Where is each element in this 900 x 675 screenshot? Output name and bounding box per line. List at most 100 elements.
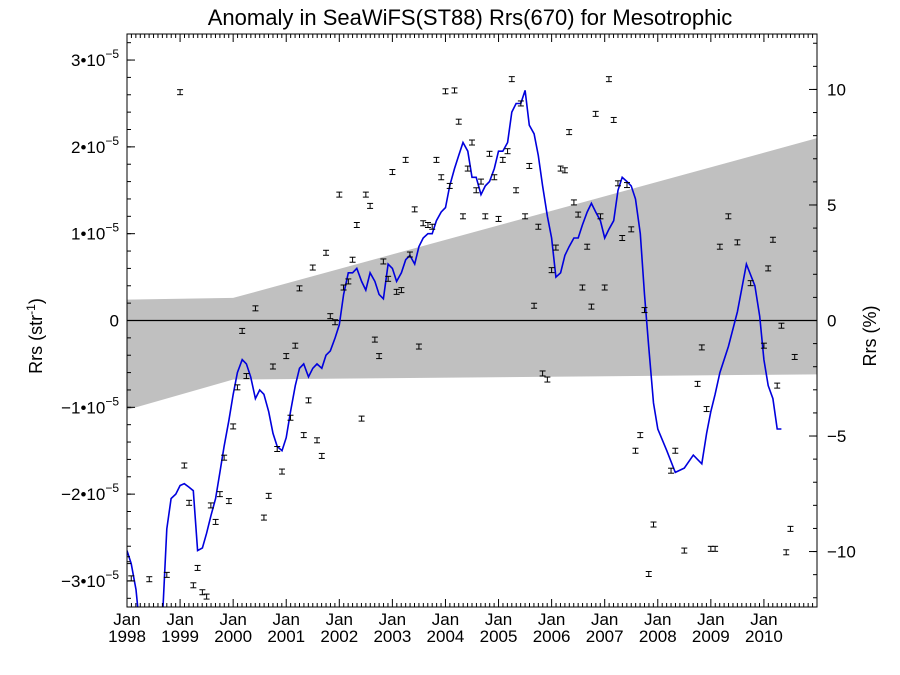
- data-point: [605, 76, 612, 83]
- data-point: [575, 211, 582, 218]
- data-point: [504, 148, 511, 155]
- data-point: [385, 275, 392, 282]
- data-point: [429, 223, 436, 230]
- data-point: [393, 288, 400, 295]
- data-point: [526, 162, 533, 169]
- data-point: [570, 199, 577, 206]
- left-tick-label: 1•10−5: [71, 221, 119, 244]
- x-tick-month-label: Jan: [644, 610, 671, 629]
- x-tick-year-label: 1999: [161, 627, 199, 646]
- trend-band-area: [127, 138, 817, 410]
- data-point: [539, 370, 546, 377]
- data-point: [681, 547, 688, 554]
- data-point: [424, 222, 431, 228]
- data-point: [592, 110, 599, 117]
- data-point: [371, 336, 378, 343]
- data-point: [230, 423, 237, 430]
- data-point: [482, 213, 489, 220]
- data-point: [216, 491, 223, 498]
- data-point: [698, 344, 705, 351]
- data-point: [265, 492, 272, 499]
- x-tick-year-label: 2005: [480, 627, 518, 646]
- data-point: [402, 156, 409, 163]
- trend-band: [127, 138, 817, 410]
- x-tick-year-label: 2003: [373, 627, 411, 646]
- data-point: [491, 174, 498, 181]
- data-point: [406, 251, 413, 258]
- data-point: [760, 342, 767, 349]
- data-point: [774, 382, 781, 389]
- data-point: [336, 191, 343, 198]
- data-point: [579, 284, 586, 291]
- left-tick-label: −2•10−5: [61, 481, 119, 504]
- data-point: [332, 319, 339, 326]
- data-point: [287, 414, 294, 421]
- data-point: [495, 215, 502, 222]
- data-point: [459, 213, 466, 220]
- data-point: [694, 380, 701, 387]
- data-point: [650, 521, 657, 528]
- data-point: [783, 549, 790, 556]
- data-point: [309, 264, 316, 271]
- data-point: [127, 556, 130, 563]
- data-point: [451, 87, 458, 94]
- data-point: [234, 384, 241, 391]
- data-point: [292, 342, 299, 349]
- right-tick-label: −10: [827, 543, 856, 562]
- x-tick-year-label: 2010: [745, 627, 783, 646]
- data-point: [353, 222, 360, 228]
- data-point: [181, 462, 188, 469]
- data-point: [561, 167, 568, 174]
- anomaly-series-line: [127, 90, 782, 607]
- x-tick-year-label: 2001: [267, 627, 305, 646]
- data-point: [190, 582, 197, 589]
- data-point: [438, 174, 445, 181]
- x-tick-month-label: Jan: [219, 610, 246, 629]
- data-point: [672, 447, 679, 454]
- data-point: [522, 213, 529, 220]
- data-point: [557, 165, 564, 172]
- data-point: [362, 191, 369, 198]
- data-point: [473, 187, 480, 194]
- data-point: [508, 76, 515, 83]
- data-point: [398, 287, 405, 294]
- data-point: [548, 267, 555, 274]
- data-point: [203, 593, 210, 600]
- data-point: [243, 373, 250, 380]
- data-point: [260, 514, 267, 521]
- data-point: [566, 129, 573, 136]
- data-point: [469, 139, 475, 146]
- left-axis-label: Rrs (str-1): [24, 298, 46, 374]
- data-point: [584, 243, 591, 250]
- data-point: [703, 406, 710, 413]
- x-tick-year-label: 2000: [214, 627, 252, 646]
- right-tick-label: 5: [827, 196, 836, 215]
- data-point: [787, 525, 794, 532]
- data-point: [186, 499, 193, 506]
- data-point: [442, 88, 449, 95]
- data-point: [420, 220, 427, 227]
- data-point: [327, 313, 334, 320]
- data-point: [632, 447, 639, 454]
- right-tick-label: 10: [827, 80, 846, 99]
- data-point: [305, 397, 312, 404]
- data-point: [340, 284, 347, 291]
- left-tick-label: 0: [110, 312, 119, 331]
- data-point: [552, 244, 559, 251]
- data-point: [455, 118, 462, 125]
- data-point: [747, 280, 754, 287]
- data-point: [446, 182, 453, 189]
- x-tick-year-label: 2007: [586, 627, 624, 646]
- data-point: [323, 249, 330, 256]
- x-tick-year-label: 2004: [427, 627, 465, 646]
- data-point: [610, 116, 617, 123]
- data-point: [619, 235, 626, 242]
- data-point: [239, 327, 246, 334]
- x-tick-year-label: 2008: [639, 627, 677, 646]
- x-tick-year-label: 1998: [108, 627, 146, 646]
- data-point: [194, 564, 201, 571]
- data-point: [778, 322, 785, 329]
- left-tick-label: −1•10−5: [61, 394, 119, 417]
- data-point: [146, 576, 153, 583]
